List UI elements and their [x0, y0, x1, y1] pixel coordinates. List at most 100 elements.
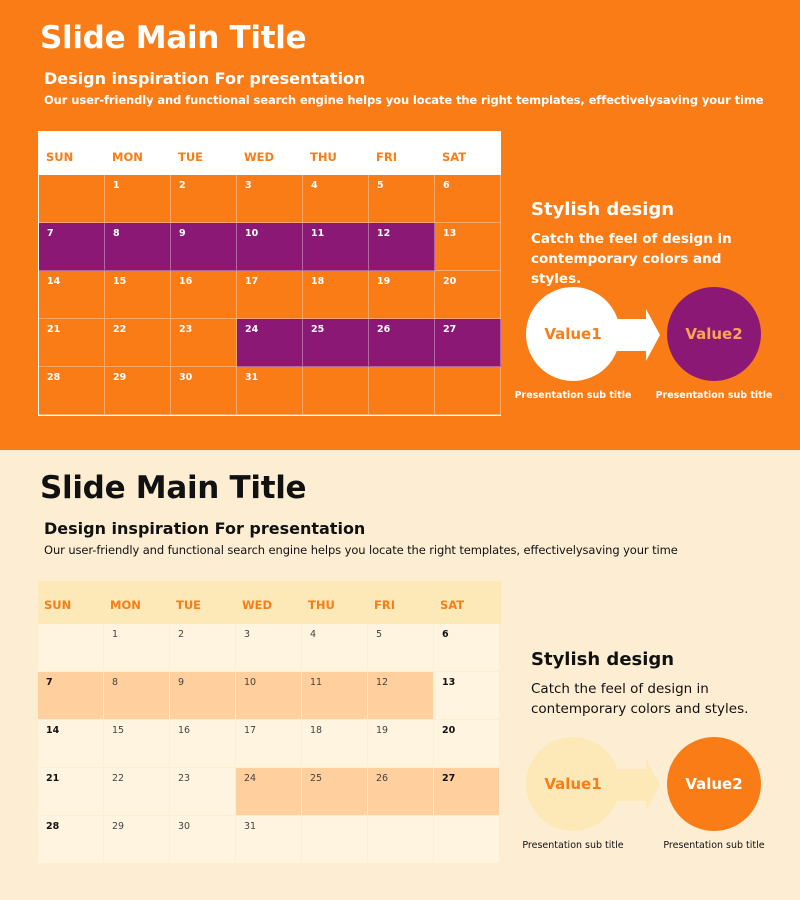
weekday-wed: WED [244, 150, 275, 164]
weekday-tue: TUE [176, 598, 202, 612]
weekday-sun: SUN [44, 598, 72, 612]
calendar-day-31: 31 [236, 816, 302, 864]
calendar-day-5: 5 [368, 624, 434, 672]
calendar-day-20: 20 [435, 271, 501, 319]
stylish-title: Stylish design [531, 199, 675, 220]
value2-circle: Value2 [667, 737, 761, 831]
calendar-day-4: 4 [302, 624, 368, 672]
calendar-empty-cell [38, 624, 104, 672]
calendar-day-3: 3 [236, 624, 302, 672]
calendar: SUN MON TUE WED THU FRI SAT 1 2 3 4 5 6 7 8 9 10 11 12 13 1… [38, 581, 501, 864]
calendar-day-24: 24 [236, 768, 302, 816]
slide-orange: Slide Main Title Design inspiration For … [0, 0, 800, 450]
calendar-grid: 1 2 3 4 5 6 7 8 9 10 11 12 13 14 15 16 17 18 19 20 21 22 23 24 2… [39, 175, 501, 415]
stylish-text: Catch the feel of design in contemporary… [531, 681, 749, 717]
calendar-day-18: 18 [303, 271, 369, 319]
calendar-day-12: 12 [369, 223, 435, 271]
calendar-day-19: 19 [368, 720, 434, 768]
calendar-day-11: 11 [303, 223, 369, 271]
calendar-day-27: 27 [435, 319, 501, 367]
calendar-day-25: 25 [302, 768, 368, 816]
calendar-header: SUN MON TUE WED THU FRI SAT [38, 581, 501, 624]
calendar-day-29: 29 [105, 367, 171, 415]
value2-subtitle: Presentation sub title [655, 390, 773, 401]
calendar-empty-cell [369, 367, 435, 415]
calendar-day-22: 22 [104, 768, 170, 816]
calendar-day-4: 4 [303, 175, 369, 223]
weekday-fri: FRI [376, 150, 397, 164]
weekday-thu: THU [308, 598, 335, 612]
calendar-day-26: 26 [369, 319, 435, 367]
weekday-thu: THU [310, 150, 337, 164]
slide-title: Slide Main Title [40, 20, 307, 56]
calendar-day-3: 3 [237, 175, 303, 223]
calendar-day-20: 20 [434, 720, 500, 768]
calendar-day-1: 1 [104, 624, 170, 672]
slide-cream: Slide Main Title Design inspiration For … [0, 450, 800, 900]
calendar-day-6: 6 [435, 175, 501, 223]
calendar-grid: 1 2 3 4 5 6 7 8 9 10 11 12 13 14 15 16 17 18 19 20 21 22 23 24 2… [38, 624, 501, 864]
value1-subtitle: Presentation sub title [514, 390, 632, 401]
value2-circle: Value2 [667, 287, 761, 381]
calendar-empty-cell [368, 816, 434, 864]
calendar-empty-cell [434, 816, 500, 864]
calendar-empty-cell [302, 816, 368, 864]
weekday-mon: MON [110, 598, 141, 612]
calendar-day-12: 12 [368, 672, 434, 720]
stylish-text: Catch the feel of design in contemporary… [531, 231, 732, 287]
calendar-empty-cell [39, 175, 105, 223]
calendar-day-5: 5 [369, 175, 435, 223]
calendar-day-15: 15 [104, 720, 170, 768]
calendar-day-30: 30 [171, 367, 237, 415]
calendar-day-16: 16 [171, 271, 237, 319]
calendar-day-28: 28 [39, 367, 105, 415]
calendar-day-13: 13 [434, 672, 500, 720]
calendar-day-24: 24 [237, 319, 303, 367]
calendar-day-18: 18 [302, 720, 368, 768]
calendar-day-28: 28 [38, 816, 104, 864]
calendar-day-2: 2 [171, 175, 237, 223]
calendar-day-9: 9 [170, 672, 236, 720]
slide-title: Slide Main Title [40, 470, 307, 506]
calendar-day-13: 13 [435, 223, 501, 271]
calendar-day-8: 8 [105, 223, 171, 271]
weekday-sun: SUN [46, 150, 74, 164]
value2-subtitle: Presentation sub title [663, 840, 765, 851]
slide-description: Our user-friendly and functional search … [44, 543, 678, 557]
calendar: SUN MON TUE WED THU FRI SAT 1 2 3 4 5 6 7 8 9 10 11 12 13 1… [38, 131, 501, 416]
calendar-day-14: 14 [38, 720, 104, 768]
stylish-title: Stylish design [531, 649, 675, 670]
calendar-day-21: 21 [38, 768, 104, 816]
calendar-day-1: 1 [105, 175, 171, 223]
slide-subtitle: Design inspiration For presentation [44, 519, 366, 538]
weekday-mon: MON [112, 150, 143, 164]
calendar-day-23: 23 [171, 319, 237, 367]
value1-subtitle: Presentation sub title [522, 840, 624, 851]
calendar-day-9: 9 [171, 223, 237, 271]
calendar-day-17: 17 [236, 720, 302, 768]
calendar-day-26: 26 [368, 768, 434, 816]
weekday-sat: SAT [440, 598, 465, 612]
weekday-tue: TUE [178, 150, 204, 164]
calendar-empty-cell [435, 367, 501, 415]
slide-description: Our user-friendly and functional search … [44, 93, 764, 107]
calendar-day-22: 22 [105, 319, 171, 367]
calendar-day-14: 14 [39, 271, 105, 319]
slide-subtitle: Design inspiration For presentation [44, 69, 366, 88]
value1-circle: Value1 [526, 287, 620, 381]
calendar-day-31: 31 [237, 367, 303, 415]
calendar-empty-cell [303, 367, 369, 415]
calendar-header: SUN MON TUE WED THU FRI SAT [39, 132, 500, 175]
calendar-day-29: 29 [104, 816, 170, 864]
weekday-fri: FRI [374, 598, 395, 612]
value1-circle: Value1 [526, 737, 620, 831]
weekday-wed: WED [242, 598, 273, 612]
calendar-day-6: 6 [434, 624, 500, 672]
weekday-sat: SAT [442, 150, 467, 164]
calendar-day-11: 11 [302, 672, 368, 720]
calendar-day-30: 30 [170, 816, 236, 864]
calendar-day-10: 10 [236, 672, 302, 720]
calendar-day-25: 25 [303, 319, 369, 367]
calendar-day-7: 7 [39, 223, 105, 271]
calendar-day-8: 8 [104, 672, 170, 720]
